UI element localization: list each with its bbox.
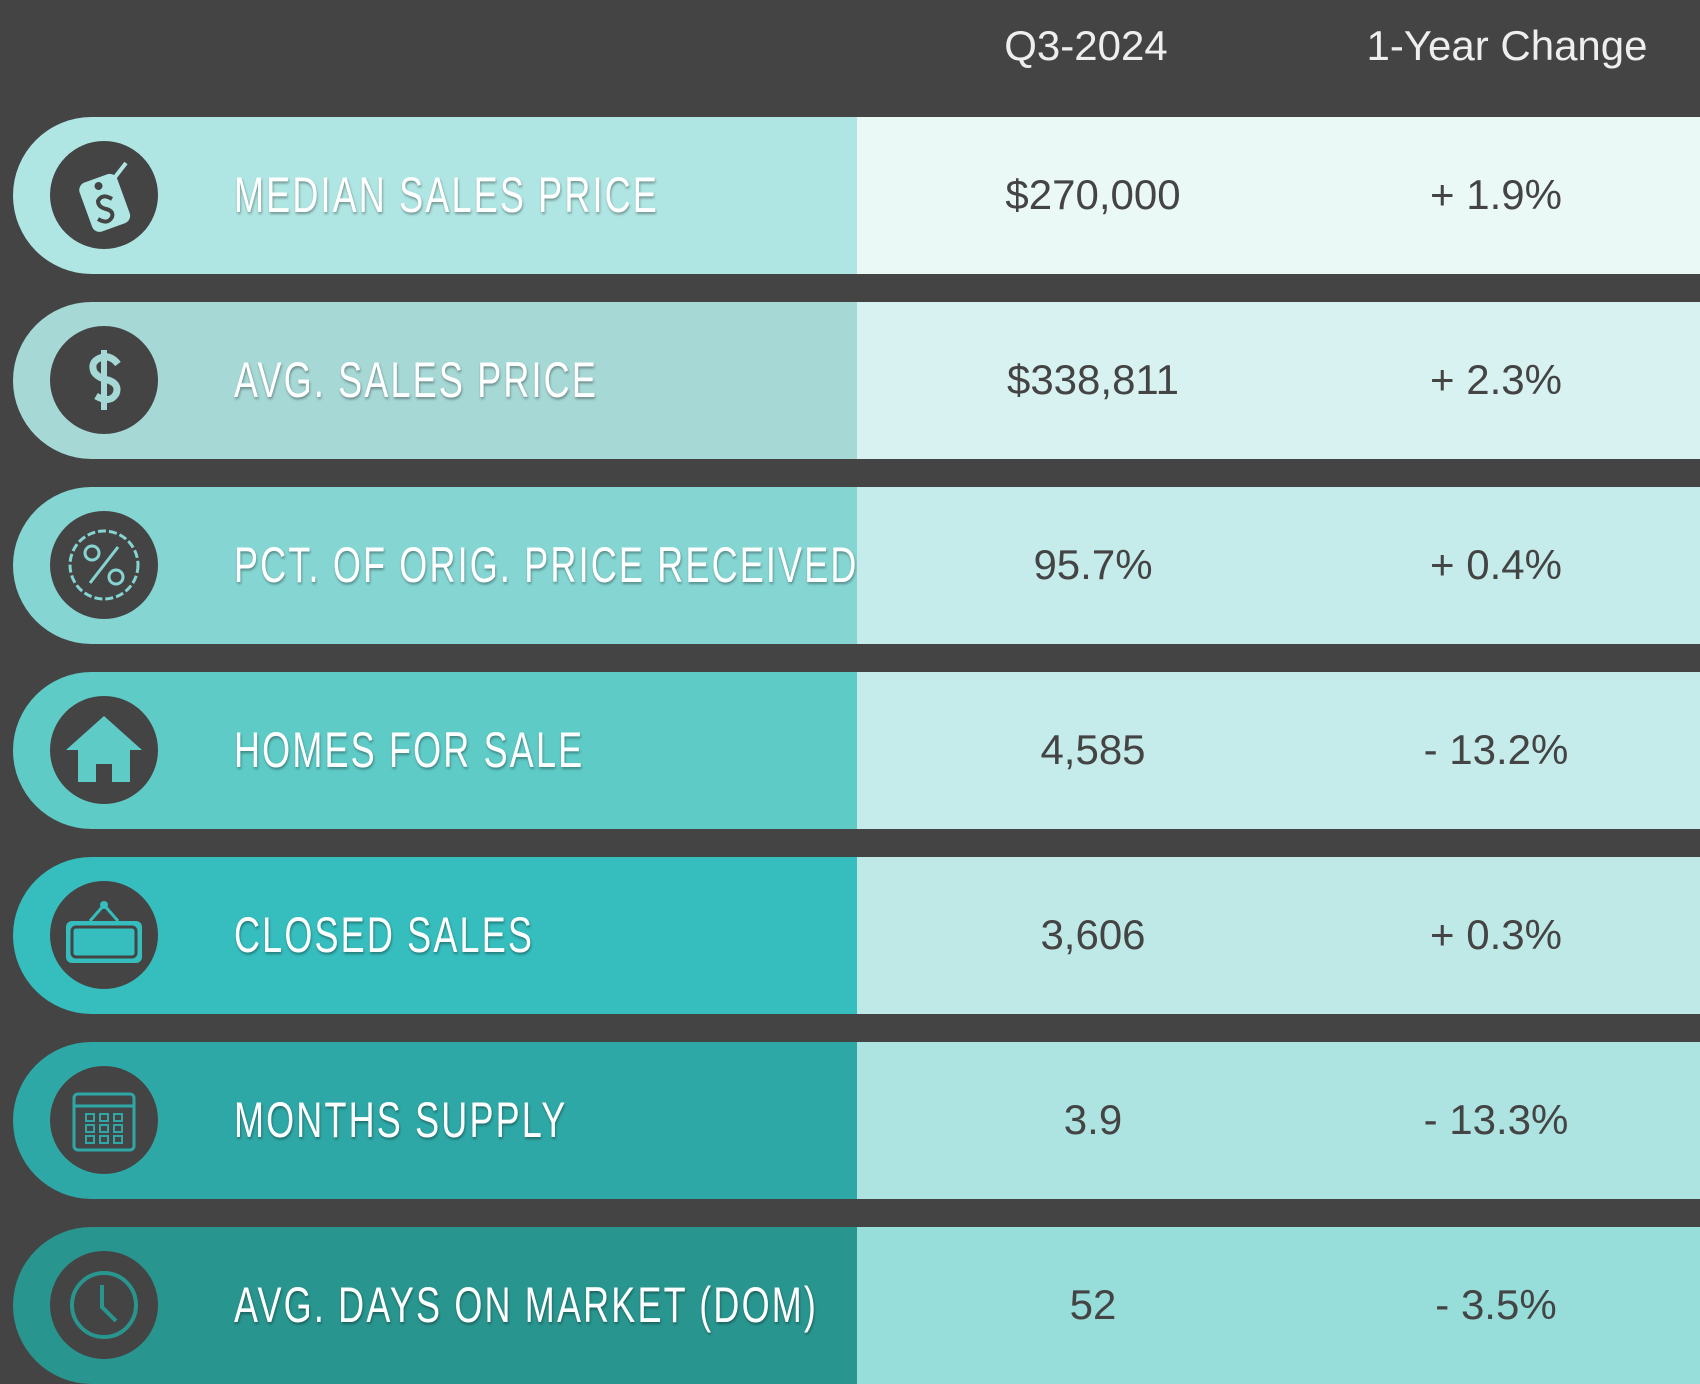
metric-value-panel [857, 302, 1700, 459]
metric-row: MONTHS SUPPLY 3.9 - 13.3% [0, 1042, 1700, 1199]
metric-label: MONTHS SUPPLY [234, 1092, 568, 1148]
metric-value-panel [857, 672, 1700, 829]
metric-value: 95.7% [1033, 541, 1153, 588]
metric-value-panel [857, 1227, 1700, 1384]
metric-row: PCT. OF ORIG. PRICE RECEIVED 95.7% + 0.4% [0, 487, 1700, 644]
metric-row: AVG. SALES PRICE $338,811 + 2.3% [0, 302, 1700, 459]
metric-label: MEDIAN SALES PRICE [234, 167, 659, 223]
metric-label: AVG. SALES PRICE [234, 352, 599, 408]
metric-change: - 3.5% [1435, 1281, 1557, 1328]
metric-row: HOMES FOR SALE 4,585 - 13.2% [0, 672, 1700, 829]
metric-label-panel: HOMES FOR SALE [13, 672, 857, 829]
metric-value: $270,000 [1005, 171, 1181, 218]
metric-change: + 0.4% [1430, 541, 1562, 588]
metric-label: AVG. DAYS ON MARKET (DOM) [234, 1277, 819, 1333]
metric-label-panel: AVG. SALES PRICE [13, 302, 857, 459]
metric-icon [50, 881, 158, 989]
metric-icon [50, 511, 158, 619]
metric-label-panel: MONTHS SUPPLY [13, 1042, 857, 1199]
metric-change: + 0.3% [1430, 911, 1562, 958]
metric-value: 3,606 [1040, 911, 1146, 958]
metric-change: + 2.3% [1430, 356, 1562, 403]
metric-label-panel: MEDIAN SALES PRICE [13, 117, 857, 274]
metric-label-panel: CLOSED SALES [13, 857, 857, 1014]
metric-value: $338,811 [1006, 356, 1180, 403]
metric-icon [50, 696, 158, 804]
metric-value-panel [857, 117, 1700, 274]
metric-icon [50, 141, 158, 249]
metric-value-panel [857, 1042, 1700, 1199]
metric-value: 3.9 [1063, 1096, 1123, 1143]
metric-value-panel [857, 487, 1700, 644]
metric-icon [50, 1066, 158, 1174]
metric-icon [50, 326, 158, 434]
metric-label: CLOSED SALES [234, 907, 535, 963]
metric-change: - 13.2% [1423, 726, 1569, 773]
metric-label-panel: AVG. DAYS ON MARKET (DOM) [13, 1227, 857, 1384]
metric-change: + 1.9% [1430, 171, 1562, 218]
column-header: 1-Year Change [1366, 22, 1648, 69]
metric-value-panel [857, 857, 1700, 1014]
metric-row: CLOSED SALES 3,606 + 0.3% [0, 857, 1700, 1014]
metric-row: AVG. DAYS ON MARKET (DOM) 52 - 3.5% [0, 1227, 1700, 1384]
metric-change: - 13.3% [1423, 1096, 1569, 1143]
metric-icon [50, 1251, 158, 1359]
metric-label: PCT. OF ORIG. PRICE RECEIVED [234, 537, 859, 593]
metric-label-panel: PCT. OF ORIG. PRICE RECEIVED [13, 487, 857, 644]
metric-value: 52 [1069, 1281, 1117, 1328]
metric-label: HOMES FOR SALE [234, 722, 585, 778]
metric-row: MEDIAN SALES PRICE $270,000 + 1.9% [0, 117, 1700, 274]
metric-value: 4,585 [1040, 726, 1146, 773]
column-header: Q3-2024 [1004, 22, 1168, 69]
